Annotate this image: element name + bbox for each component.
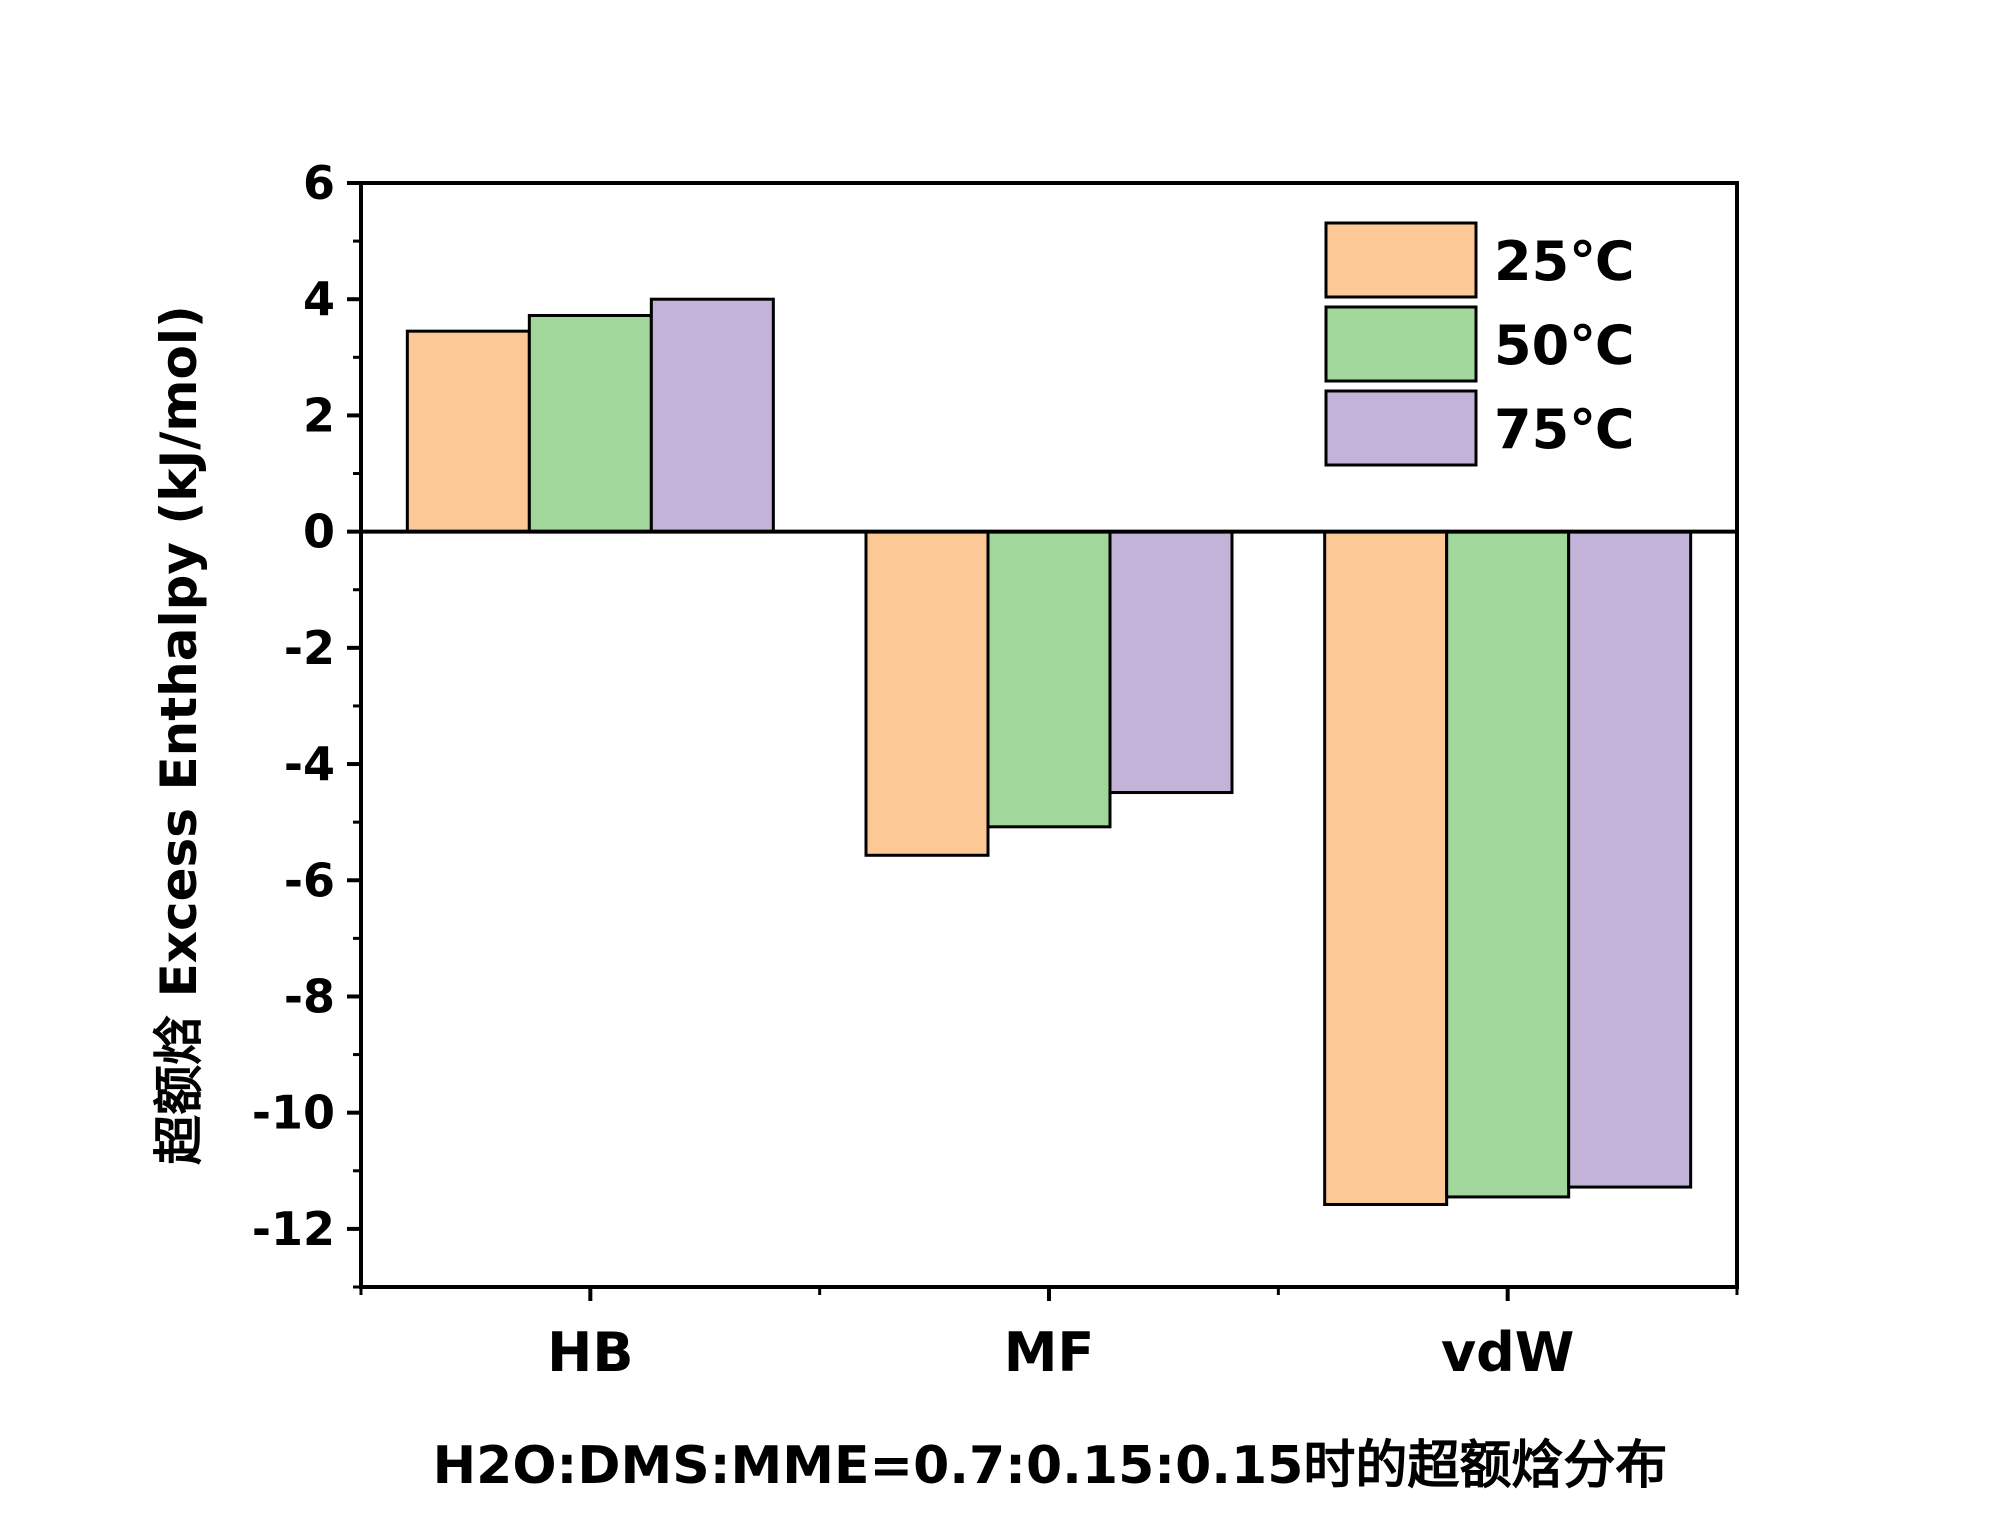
bar-hb-series-2	[527, 313, 653, 534]
y-axis-ticks: 6 4 2 0 -2 -4 -6 -8 -10 -12	[252, 156, 361, 1289]
y-tick-label: 6	[303, 156, 335, 210]
bar-mf-series-3	[1108, 530, 1234, 795]
y-tick-label: 0	[303, 505, 335, 559]
x-category-label: HB	[547, 1321, 633, 1384]
y-axis-title: 超额焓 Excess Enthalpy (kJ/mol)	[150, 305, 208, 1165]
legend-swatch-2	[1324, 305, 1478, 383]
bar-mf-series-2	[986, 530, 1112, 829]
y-tick-label: -4	[284, 737, 335, 791]
y-tick-label: -10	[252, 1086, 335, 1140]
x-axis-ticks: HB MF vdW	[359, 1287, 1739, 1384]
y-tick-label: -12	[252, 1202, 335, 1256]
x-category-label: MF	[1004, 1321, 1095, 1384]
bar-vdw-series-1	[1323, 530, 1449, 1206]
legend-label-1: 25℃	[1494, 230, 1635, 293]
bar-mf-series-1	[864, 530, 990, 857]
bar-hb-series-1	[405, 329, 531, 534]
y-tick-label: -2	[284, 621, 335, 675]
legend: 25℃ 50℃ 75℃	[1324, 221, 1635, 467]
bars-layer	[405, 297, 1693, 1206]
legend-swatch-1	[1324, 221, 1478, 299]
legend-label-2: 50℃	[1494, 314, 1635, 377]
legend-swatch-3	[1324, 389, 1478, 467]
bar-vdw-series-3	[1567, 530, 1693, 1189]
y-tick-label: 4	[303, 272, 335, 326]
legend-label-3: 75℃	[1494, 398, 1635, 461]
y-tick-label: -6	[284, 853, 335, 907]
x-category-label: vdW	[1441, 1321, 1574, 1384]
y-tick-label: -8	[284, 969, 335, 1023]
y-tick-label: 2	[303, 388, 335, 442]
bar-hb-series-3	[649, 297, 775, 534]
bar-vdw-series-2	[1445, 530, 1571, 1199]
x-axis-title: H2O:DMS:MME=0.7:0.15:0.15时的超额焓分布	[433, 1436, 1668, 1496]
